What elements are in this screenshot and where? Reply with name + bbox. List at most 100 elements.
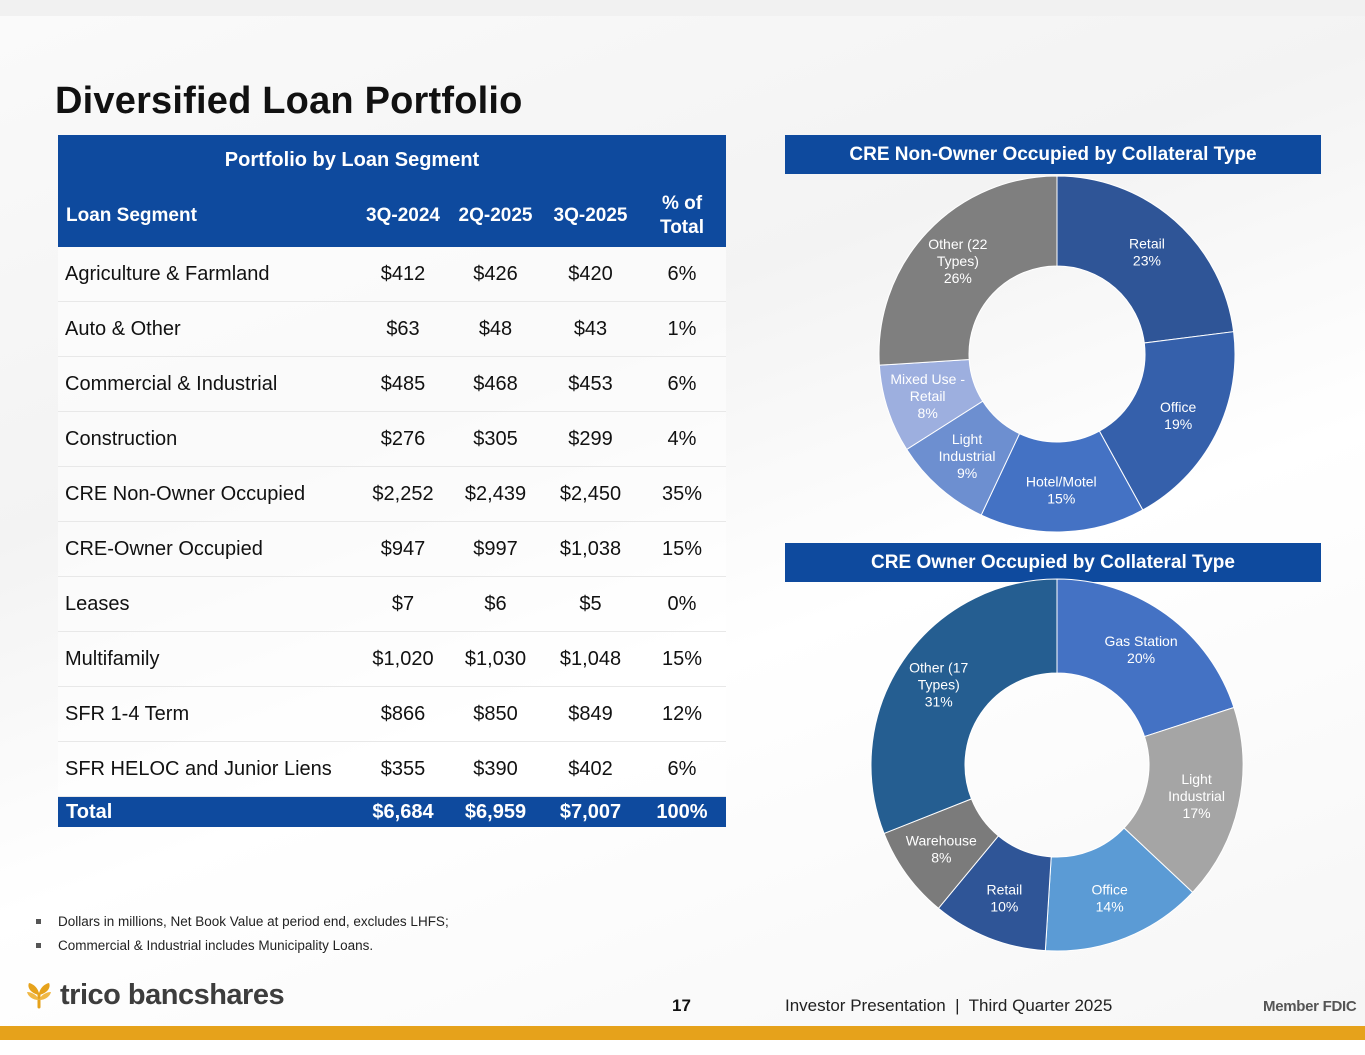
slice-label-office: Office 19%: [1160, 399, 1197, 432]
row-3q-2025: $299: [543, 411, 638, 467]
row-segment: CRE Non-Owner Occupied: [58, 466, 358, 522]
row-segment: Construction: [58, 411, 358, 467]
bullet-icon: [36, 919, 41, 924]
table-row: Construction $276 $305 $299 4%: [58, 411, 726, 467]
row-3q-2025: $1,038: [543, 521, 638, 577]
slice-other-22-types: [878, 175, 1058, 366]
row-segment: SFR HELOC and Junior Liens: [58, 741, 358, 797]
top-band: [0, 0, 1365, 16]
row-segment: Multifamily: [58, 631, 358, 687]
row-3q-2024: $355: [358, 741, 448, 797]
row-segment: Leases: [58, 576, 358, 632]
slice-other-17-types: [870, 578, 1058, 835]
row-segment: Agriculture & Farmland: [58, 247, 358, 302]
row-2q-2025: $390: [448, 741, 543, 797]
total-3q-2024: $6,684: [358, 796, 448, 827]
slice-label-light-industrial: Light Industrial 9%: [939, 431, 996, 481]
row-2q-2025: $48: [448, 301, 543, 357]
header-2q-2025: 2Q-2025: [448, 185, 543, 247]
presentation-title: Investor Presentation | Third Quarter 20…: [785, 996, 1113, 1015]
slice-label-warehouse: Warehouse 8%: [906, 833, 977, 866]
row-pct: 1%: [638, 301, 726, 357]
page-title: Diversified Loan Portfolio: [55, 80, 523, 122]
cre-non-owner-chart-title: CRE Non-Owner Occupied by Collateral Typ…: [785, 135, 1321, 174]
loan-portfolio-table: Portfolio by Loan Segment Loan Segment 3…: [58, 135, 726, 827]
slice-retail: [1056, 175, 1235, 344]
cre-owner-chart-title: CRE Owner Occupied by Collateral Type: [785, 543, 1321, 582]
header-pct-line1: % of: [661, 193, 703, 214]
slice-label-retail: Retail 10%: [986, 881, 1022, 914]
total-3q-2025: $7,007: [543, 796, 638, 827]
row-3q-2024: $63: [358, 301, 448, 357]
slice-label-office: Office 14%: [1091, 881, 1128, 914]
row-pct: 6%: [638, 356, 726, 412]
row-segment: CRE-Owner Occupied: [58, 521, 358, 577]
row-pct: 6%: [638, 247, 726, 302]
row-3q-2024: $947: [358, 521, 448, 577]
table-row: Agriculture & Farmland $412 $426 $420 6%: [58, 247, 726, 302]
row-pct: 15%: [638, 521, 726, 577]
row-3q-2025: $1,048: [543, 631, 638, 687]
header-loan-segment: Loan Segment: [58, 185, 358, 247]
row-pct: 0%: [638, 576, 726, 632]
table-row: Auto & Other $63 $48 $43 1%: [58, 301, 726, 357]
table-row: CRE Non-Owner Occupied $2,252 $2,439 $2,…: [58, 466, 726, 522]
table-row: Commercial & Industrial $485 $468 $453 6…: [58, 356, 726, 412]
row-3q-2025: $5: [543, 576, 638, 632]
total-pct: 100%: [638, 796, 726, 827]
total-2q-2025: $6,959: [448, 796, 543, 827]
slice-gas-station: [1056, 578, 1235, 738]
footnote-text: Commercial & Industrial includes Municip…: [58, 938, 374, 953]
slice-label-retail: Retail 23%: [1129, 235, 1165, 268]
row-2q-2025: $6: [448, 576, 543, 632]
logo-text: trico bancshares: [60, 978, 285, 1011]
table-header-row: Loan Segment 3Q-2024 2Q-2025 3Q-2025 % o…: [58, 185, 726, 247]
slice-light-industrial: [1123, 706, 1244, 894]
header-3q-2024: 3Q-2024: [358, 185, 448, 247]
row-2q-2025: $426: [448, 247, 543, 302]
row-2q-2025: $305: [448, 411, 543, 467]
row-pct: 4%: [638, 411, 726, 467]
slice-label-light-industrial: Light Industrial 17%: [1168, 771, 1225, 821]
page-number: 17: [672, 996, 691, 1015]
table-total-row: Total $6,684 $6,959 $7,007 100%: [58, 796, 726, 827]
table-row: CRE-Owner Occupied $947 $997 $1,038 15%: [58, 521, 726, 577]
bullet-icon: [36, 943, 41, 948]
company-logo: trico bancshares: [24, 978, 285, 1012]
footnotes: Dollars in millions, Net Book Value at p…: [36, 912, 449, 960]
slice-label-hotel-motel: Hotel/Motel 15%: [1026, 473, 1097, 506]
row-3q-2024: $866: [358, 686, 448, 742]
row-pct: 6%: [638, 741, 726, 797]
row-3q-2025: $2,450: [543, 466, 638, 522]
row-2q-2025: $850: [448, 686, 543, 742]
cre-owner-donut-chart: Gas Station 20% Light Industrial 17% Office 14…: [870, 578, 1244, 952]
table-row: SFR 1-4 Term $866 $850 $849 12%: [58, 686, 726, 742]
total-segment: Total: [58, 796, 358, 827]
row-3q-2025: $402: [543, 741, 638, 797]
row-pct: 15%: [638, 631, 726, 687]
row-3q-2025: $453: [543, 356, 638, 412]
row-3q-2024: $276: [358, 411, 448, 467]
row-pct: 35%: [638, 466, 726, 522]
row-3q-2025: $43: [543, 301, 638, 357]
slice-label-other-22-types: Other (22 Types) 26%: [928, 236, 987, 286]
trico-leaf-icon: [27, 983, 51, 1009]
row-2q-2025: $997: [448, 521, 543, 577]
header-pct-total: % of Total: [638, 185, 726, 247]
table-row: SFR HELOC and Junior Liens $355 $390 $40…: [58, 741, 726, 797]
cre-non-owner-donut-chart: Retail 23% Office 19% Hotel/Motel 15% Light Ind…: [878, 175, 1236, 533]
row-2q-2025: $1,030: [448, 631, 543, 687]
row-2q-2025: $468: [448, 356, 543, 412]
footnote-item: Commercial & Industrial includes Municip…: [36, 936, 449, 960]
footer-gold-bar: [0, 1026, 1365, 1040]
slice-office: [1098, 331, 1236, 511]
header-3q-2025: 3Q-2025: [543, 185, 638, 247]
row-3q-2024: $412: [358, 247, 448, 302]
member-fdic: Member FDIC: [1263, 998, 1357, 1015]
table-row: Multifamily $1,020 $1,030 $1,048 15%: [58, 631, 726, 687]
row-segment: Auto & Other: [58, 301, 358, 357]
row-pct: 12%: [638, 686, 726, 742]
slice-label-mixed-use-retail: Mixed Use -Retail 8%: [890, 371, 965, 421]
slice-label-gas-station: Gas Station 20%: [1104, 633, 1177, 666]
row-segment: Commercial & Industrial: [58, 356, 358, 412]
